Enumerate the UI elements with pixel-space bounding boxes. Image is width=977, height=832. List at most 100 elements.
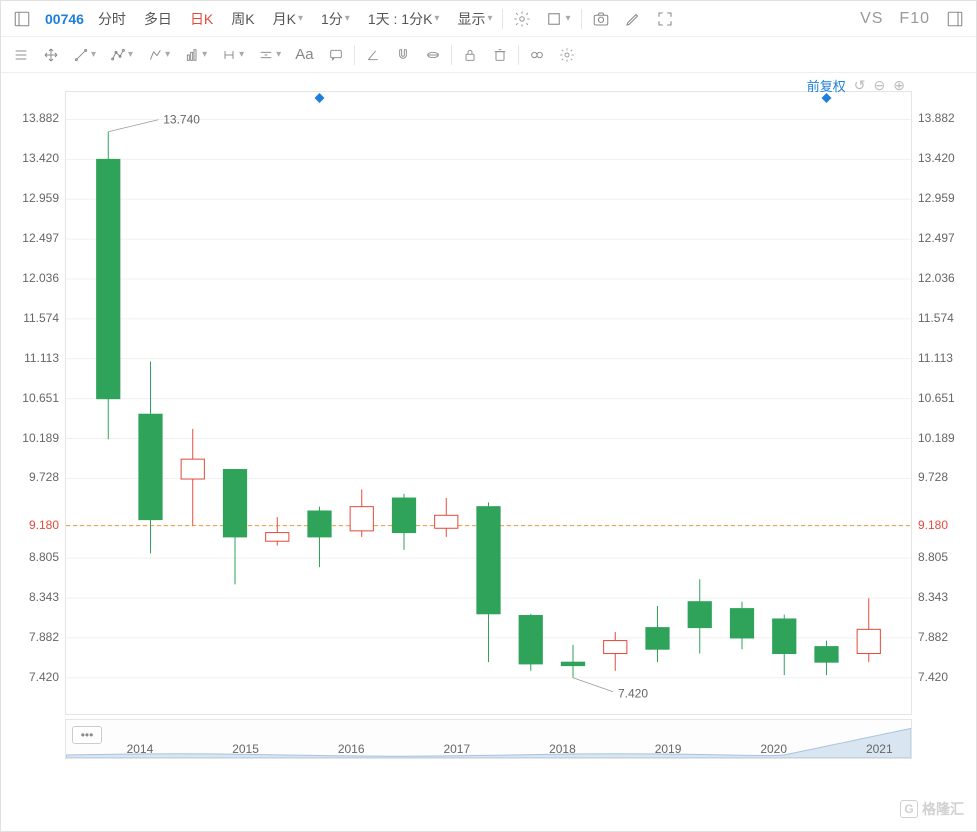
pitchfork-tool-icon[interactable]: ▾ bbox=[143, 45, 174, 65]
chart-plot[interactable]: 前复权 ↺ ⊖ ⊕ 13.7407.420 2021/10 bbox=[65, 91, 912, 715]
chevron-down-icon: ▾ bbox=[298, 13, 303, 24]
y-tick-right: 10.651 bbox=[918, 391, 955, 405]
chevron-down-icon: ▾ bbox=[345, 13, 350, 24]
chevron-down-icon: ▾ bbox=[487, 13, 492, 24]
watermark-text: 格隆汇 bbox=[922, 799, 964, 819]
svg-text:7.420: 7.420 bbox=[618, 687, 648, 701]
pencil-icon[interactable] bbox=[620, 8, 646, 30]
timeframe-分时[interactable]: 分时 bbox=[94, 7, 130, 31]
y-tick-left: 9.180 bbox=[29, 518, 59, 532]
adjustment-mode[interactable]: 前复权 bbox=[807, 76, 846, 95]
y-tick-left: 10.651 bbox=[22, 391, 59, 405]
y-tick-right: 9.728 bbox=[918, 470, 948, 484]
y-tick-right: 13.882 bbox=[918, 111, 955, 125]
timeframe-group: 分时多日日K周K月K ▾1分 ▾1天 : 1分K ▾显示 ▾ bbox=[94, 7, 497, 31]
angle-icon[interactable] bbox=[361, 45, 385, 65]
fullscreen-icon[interactable] bbox=[652, 8, 678, 30]
timeframe-1天 : 1分K[interactable]: 1天 : 1分K ▾ bbox=[364, 7, 444, 31]
y-tick-left: 8.805 bbox=[29, 550, 59, 564]
move-icon[interactable] bbox=[39, 45, 63, 65]
y-tick-left: 7.882 bbox=[29, 630, 59, 644]
y-axis-left: 13.88213.42012.95912.49712.03611.57411.1… bbox=[1, 73, 65, 759]
camera-icon[interactable] bbox=[588, 8, 614, 30]
timeframe-多日[interactable]: 多日 bbox=[140, 7, 176, 31]
y-tick-right: 13.420 bbox=[918, 151, 955, 165]
y-tick-right: 10.189 bbox=[918, 431, 955, 445]
x-tick: 2020 bbox=[760, 742, 787, 756]
svg-text:13.740: 13.740 bbox=[163, 113, 200, 127]
separator bbox=[502, 9, 503, 29]
chart-top-controls: 前复权 ↺ ⊖ ⊕ bbox=[807, 76, 905, 95]
panel-layout-right-icon[interactable] bbox=[942, 8, 968, 30]
comment-icon[interactable] bbox=[324, 45, 348, 65]
text-tool[interactable]: Aa bbox=[291, 44, 317, 65]
preview-chart: 2014 2015 2016 2017 2018 2019 2020 2021 bbox=[66, 720, 911, 758]
separator bbox=[581, 9, 582, 29]
y-tick-right: 8.805 bbox=[918, 550, 948, 564]
x-tick: 2018 bbox=[549, 742, 576, 756]
trash-icon[interactable] bbox=[488, 45, 512, 65]
more-button[interactable]: ••• bbox=[72, 726, 102, 744]
panel-layout-icon[interactable] bbox=[9, 8, 35, 30]
x-tick: 2019 bbox=[655, 742, 682, 756]
y-tick-right: 11.574 bbox=[918, 311, 954, 325]
line-tool-icon[interactable]: ▾ bbox=[69, 45, 100, 65]
x-tick: 2021 bbox=[866, 742, 893, 756]
y-tick-left: 7.420 bbox=[29, 670, 59, 684]
separator bbox=[518, 45, 519, 65]
polyline-tool-icon[interactable]: ▾ bbox=[106, 45, 137, 65]
y-tick-left: 10.189 bbox=[22, 431, 59, 445]
watermark: G 格隆汇 bbox=[900, 799, 964, 819]
settings-icon-2[interactable] bbox=[555, 45, 579, 65]
timeframe-日K[interactable]: 日K bbox=[186, 7, 217, 31]
y-tick-left: 12.036 bbox=[22, 271, 59, 285]
y-tick-right: 11.113 bbox=[918, 351, 953, 365]
chart-area: 前复权 ↺ ⊖ ⊕ 13.7407.420 2021/10 13.88213.4… bbox=[1, 73, 976, 759]
y-tick-left: 8.343 bbox=[29, 590, 59, 604]
f10-button[interactable]: F10 bbox=[895, 8, 934, 30]
y-tick-right: 8.343 bbox=[918, 590, 948, 604]
separator bbox=[354, 45, 355, 65]
timeframe-1分[interactable]: 1分 ▾ bbox=[317, 7, 354, 31]
preview-navigator[interactable]: ••• 2014 2015 2016 2017 2018 2019 2020 2021 bbox=[65, 719, 912, 759]
watermark-logo: G bbox=[900, 800, 918, 818]
candlestick-chart: 13.740 7.420 bbox=[66, 92, 911, 714]
undo-icon[interactable]: ↺ bbox=[854, 77, 866, 94]
magnet-icon[interactable] bbox=[391, 45, 415, 65]
toolbar-drawing: ▾ ▾ ▾ ▾ ▾ ▾ Aa bbox=[1, 37, 976, 73]
y-tick-left: 11.113 bbox=[24, 351, 59, 365]
channel-tool-icon[interactable]: ▾ bbox=[254, 45, 285, 65]
range-tool-icon[interactable]: ▾ bbox=[217, 45, 248, 65]
y-tick-left: 13.420 bbox=[22, 151, 59, 165]
y-tick-right: 9.180 bbox=[918, 518, 948, 532]
timeframe-显示[interactable]: 显示 ▾ bbox=[453, 7, 496, 31]
toolbar-right-group: VS F10 bbox=[856, 8, 968, 30]
color-marker-icon[interactable]: ▾ bbox=[541, 8, 574, 30]
toolbar-primary: 00746 分时多日日K周K月K ▾1分 ▾1天 : 1分K ▾显示 ▾ ▾ V… bbox=[1, 1, 976, 37]
y-tick-left: 12.959 bbox=[22, 191, 59, 205]
link-icon[interactable] bbox=[525, 45, 549, 65]
zoom-in-icon[interactable]: ⊕ bbox=[893, 77, 905, 94]
list-icon[interactable] bbox=[9, 45, 33, 65]
x-tick: 2016 bbox=[338, 742, 365, 756]
x-tick: 2015 bbox=[232, 742, 259, 756]
timeframe-周K[interactable]: 周K bbox=[227, 7, 258, 31]
ticker-code[interactable]: 00746 bbox=[41, 9, 88, 29]
y-tick-right: 12.959 bbox=[918, 191, 955, 205]
zoom-out-icon[interactable]: ⊖ bbox=[874, 77, 886, 94]
chevron-down-icon: ▾ bbox=[565, 13, 570, 24]
fib-tool-icon[interactable]: ▾ bbox=[180, 45, 211, 65]
x-tick: 2014 bbox=[127, 742, 154, 756]
vs-button[interactable]: VS bbox=[856, 8, 887, 30]
y-tick-left: 11.574 bbox=[23, 311, 59, 325]
timeframe-月K[interactable]: 月K ▾ bbox=[269, 7, 307, 31]
settings-icon[interactable] bbox=[509, 8, 535, 30]
lock-icon[interactable] bbox=[458, 45, 482, 65]
sync-icon[interactable] bbox=[421, 45, 445, 65]
app-root: 00746 分时多日日K周K月K ▾1分 ▾1天 : 1分K ▾显示 ▾ ▾ V… bbox=[0, 0, 977, 832]
x-tick: 2017 bbox=[443, 742, 470, 756]
y-tick-right: 12.497 bbox=[918, 231, 955, 245]
separator bbox=[451, 45, 452, 65]
y-tick-right: 12.036 bbox=[918, 271, 955, 285]
y-tick-right: 7.882 bbox=[918, 630, 948, 644]
